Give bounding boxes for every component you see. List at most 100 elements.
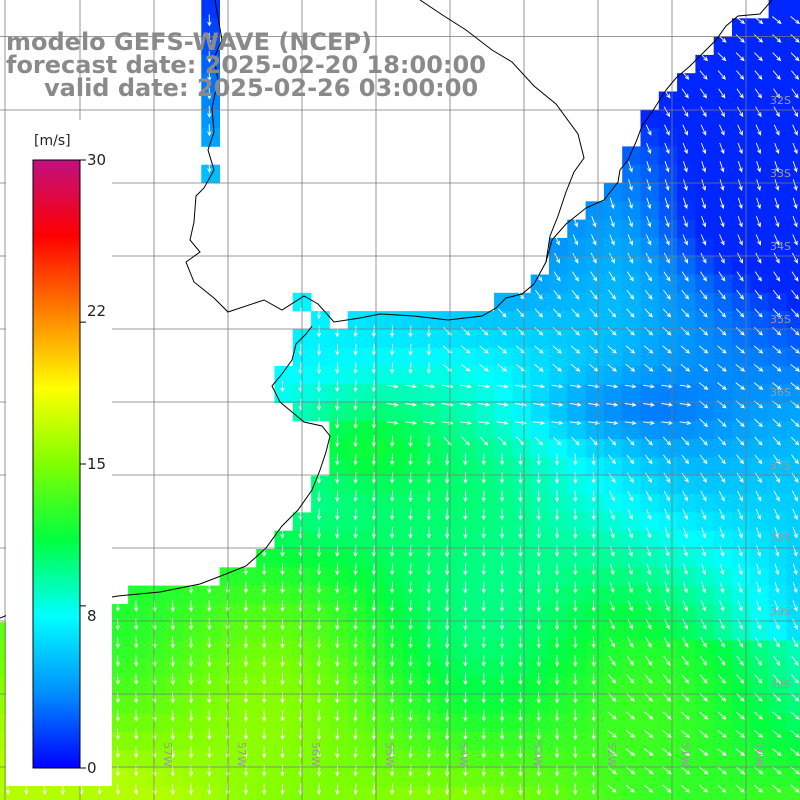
wind-arrows xyxy=(5,14,800,796)
field-cell xyxy=(768,219,788,239)
field-cell xyxy=(640,329,660,349)
wind-arrow xyxy=(497,326,507,336)
field-cell xyxy=(512,549,532,568)
wind-arrow xyxy=(515,345,526,354)
field-cell xyxy=(732,237,751,257)
wind-arrow xyxy=(644,674,653,684)
wind-arrow xyxy=(408,636,413,649)
field-cell xyxy=(549,786,568,800)
wind-arrow xyxy=(534,289,543,300)
field-cell xyxy=(768,109,788,129)
longitude-label: 51W xyxy=(679,742,692,767)
field-cell xyxy=(494,713,513,733)
wind-arrow xyxy=(481,545,486,558)
wind-arrow xyxy=(773,490,780,502)
field-cell xyxy=(640,402,660,422)
wind-arrow xyxy=(261,655,267,668)
field-cell xyxy=(603,695,623,715)
field-cell xyxy=(640,292,660,312)
field-cell xyxy=(768,567,788,586)
field-cell xyxy=(567,494,586,513)
field-cell xyxy=(420,494,440,513)
field-cell xyxy=(768,347,788,367)
field-cell xyxy=(768,677,788,696)
field-cell xyxy=(768,164,788,184)
wind-arrow xyxy=(643,402,655,407)
field-cell xyxy=(732,475,751,495)
wind-arrow xyxy=(607,308,617,318)
field-cell xyxy=(658,603,678,623)
field-cell xyxy=(585,603,605,623)
field-cell xyxy=(585,366,605,385)
field-cell xyxy=(640,420,660,440)
wind-arrow xyxy=(644,308,653,318)
wind-arrow xyxy=(408,673,413,686)
wind-arrow xyxy=(426,654,431,668)
field-cell xyxy=(622,457,641,477)
wind-arrow xyxy=(736,454,745,465)
wind-arrow xyxy=(719,179,725,192)
field-cell xyxy=(439,311,458,330)
wind-arrow xyxy=(554,691,560,704)
field-cell xyxy=(494,457,513,477)
field-cell xyxy=(677,366,696,385)
field-cell xyxy=(549,658,568,678)
wind-arrow xyxy=(680,345,691,354)
wind-arrow xyxy=(390,709,395,722)
field-cell xyxy=(384,622,403,641)
field-cell xyxy=(732,494,751,513)
wind-arrow xyxy=(646,527,652,539)
wind-arrow xyxy=(588,384,601,389)
wind-arrow xyxy=(134,654,139,668)
wind-arrow xyxy=(463,728,468,741)
wind-arrow xyxy=(625,711,636,720)
field-cell xyxy=(366,567,385,586)
wind-arrow xyxy=(773,618,780,630)
field-cell xyxy=(201,640,220,660)
wind-arrow xyxy=(679,384,692,389)
wind-arrow xyxy=(280,581,285,594)
field-cell xyxy=(347,603,367,623)
wind-arrow xyxy=(737,563,743,576)
wind-arrow xyxy=(735,308,745,318)
field-cell xyxy=(311,311,330,330)
field-cell xyxy=(677,128,696,147)
wind-arrow xyxy=(736,70,745,80)
wind-arrow xyxy=(682,637,689,648)
field-cell xyxy=(219,585,239,605)
field-cell xyxy=(219,732,239,751)
wind-arrow xyxy=(736,106,744,118)
wind-arrow xyxy=(772,70,781,80)
field-cell xyxy=(658,91,678,111)
wind-arrow xyxy=(316,526,322,539)
field-cell xyxy=(603,658,623,678)
wind-arrow xyxy=(207,14,212,27)
field-cell xyxy=(201,164,220,184)
wind-arrow xyxy=(518,508,523,521)
wind-arrow xyxy=(737,215,743,228)
field-cell xyxy=(201,54,220,74)
wind-arrow xyxy=(335,673,340,686)
field-cell xyxy=(677,73,696,92)
wind-arrow xyxy=(737,618,743,630)
wind-arrow xyxy=(791,674,800,684)
field-cell xyxy=(402,512,422,532)
field-cell xyxy=(677,640,696,660)
field-cell xyxy=(695,329,715,349)
field-cell xyxy=(585,292,605,312)
wind-arrow xyxy=(627,234,633,246)
field-cell xyxy=(768,274,788,294)
wind-arrow xyxy=(515,363,526,372)
wind-arrow xyxy=(700,234,707,246)
field-cell xyxy=(347,420,367,440)
field-cell xyxy=(311,402,330,422)
wind-arrow xyxy=(791,655,799,666)
wind-arrow xyxy=(737,600,743,612)
wind-arrow xyxy=(790,363,800,372)
wind-arrow xyxy=(444,709,450,722)
field-cell xyxy=(439,512,458,532)
wind-arrow xyxy=(719,234,725,246)
field-cell xyxy=(713,329,733,349)
field-cell xyxy=(732,256,751,275)
wind-arrow xyxy=(773,252,780,264)
